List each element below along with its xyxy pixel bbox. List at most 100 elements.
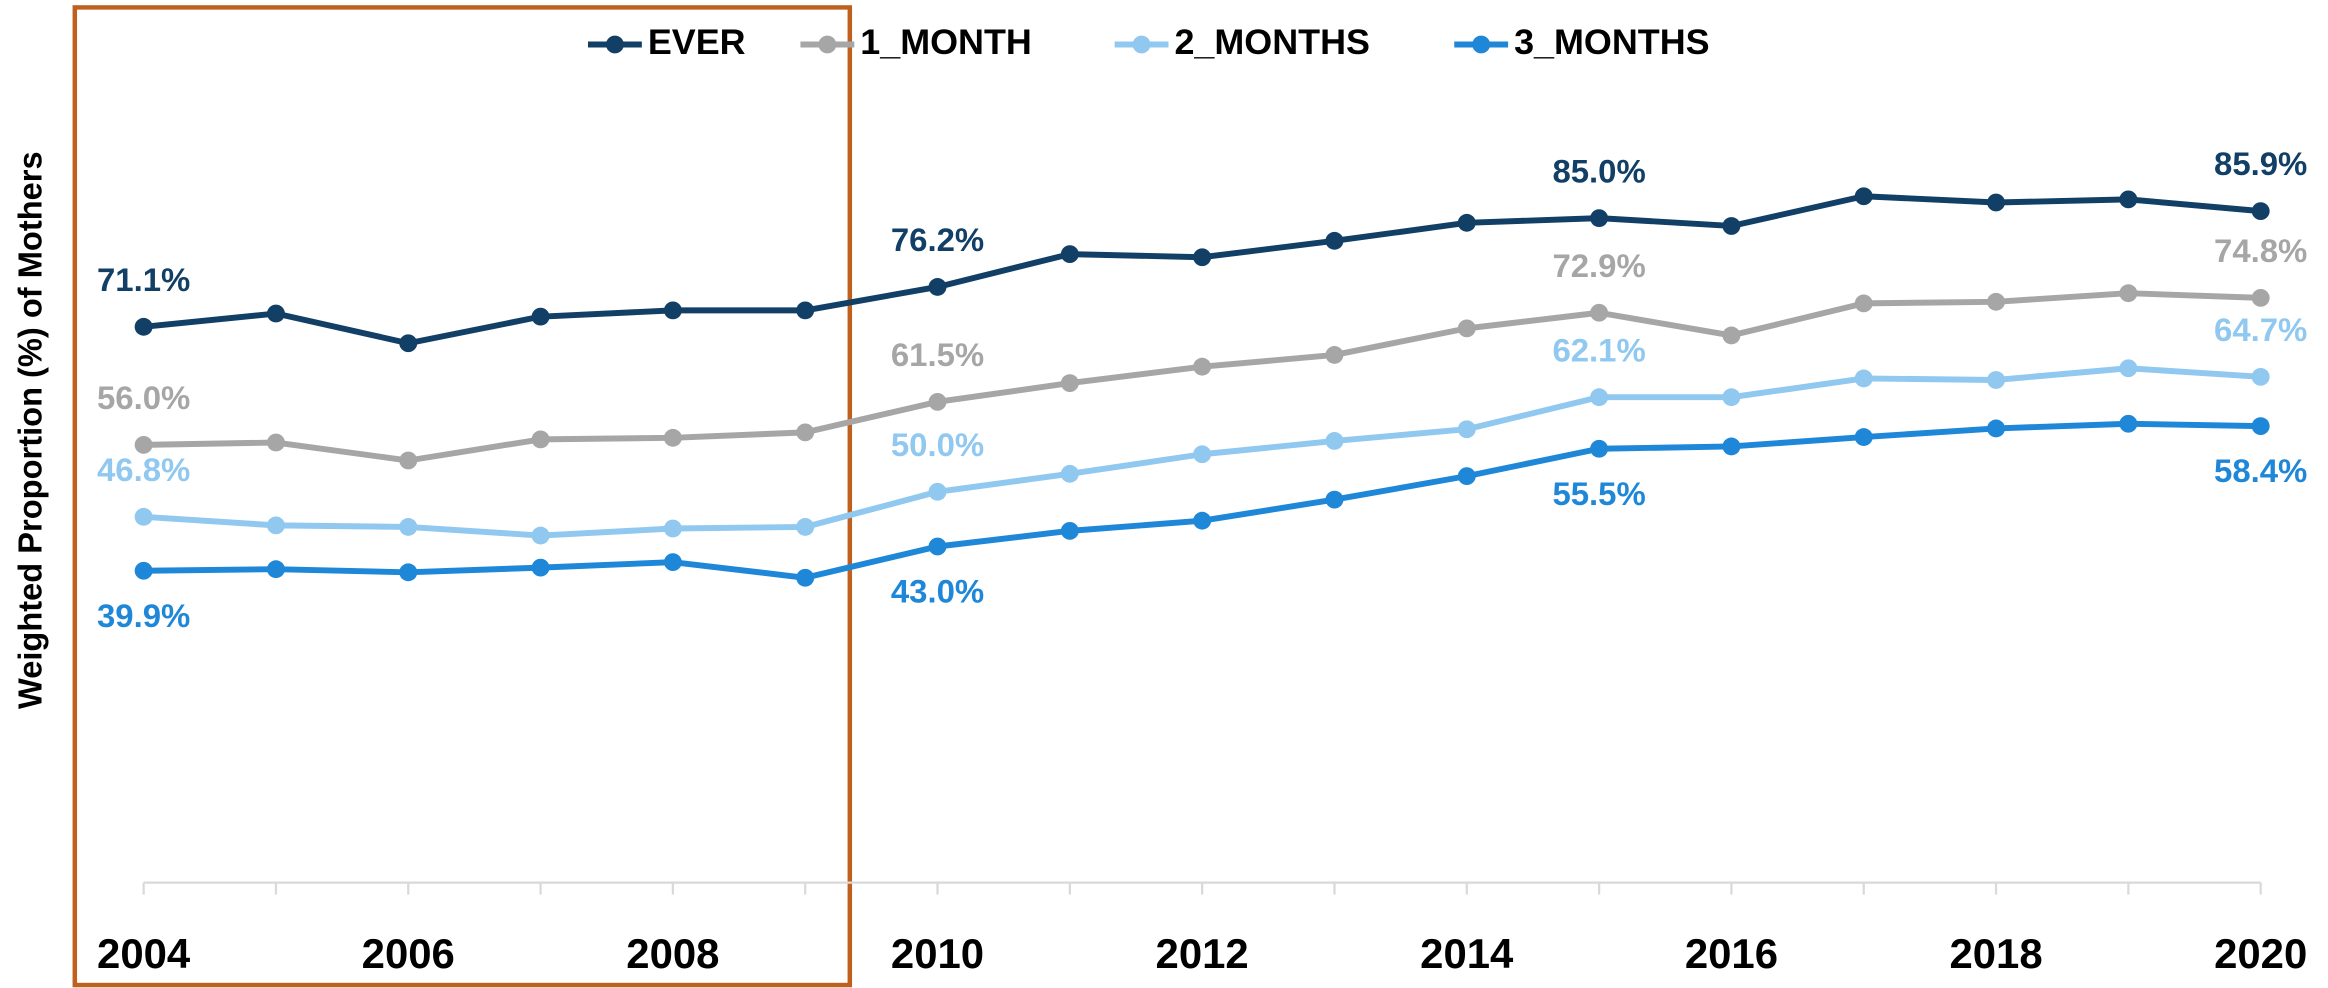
data-label: 39.9%: [97, 597, 190, 634]
data-point: [1325, 231, 1344, 250]
data-label: 62.1%: [1552, 331, 1645, 368]
data-point: [134, 435, 153, 454]
data-point: [2119, 190, 2138, 209]
data-label: 74.8%: [2214, 232, 2307, 269]
data-point: [796, 423, 815, 442]
data-point: [1193, 248, 1212, 267]
data-point: [1722, 326, 1741, 345]
data-point: [1060, 374, 1079, 393]
data-point: [1193, 511, 1212, 530]
data-point: [1590, 209, 1609, 228]
data-label: 43.0%: [891, 573, 984, 610]
legend-label: EVER: [648, 22, 746, 62]
legend-marker: [1132, 35, 1151, 54]
data-point: [663, 519, 682, 538]
data-point: [1325, 346, 1344, 364]
data-point: [663, 553, 682, 572]
data-point: [2119, 414, 2138, 433]
legend-label: 3_MONTHS: [1514, 22, 1709, 62]
data-point: [1722, 217, 1741, 235]
data-point: [1325, 490, 1344, 509]
legend-label: 2_MONTHS: [1174, 22, 1369, 62]
legend-marker: [1472, 35, 1491, 54]
data-point: [1854, 428, 1873, 446]
data-point: [796, 568, 815, 587]
data-point: [2119, 284, 2138, 303]
data-point: [2119, 359, 2138, 378]
data-point: [266, 516, 285, 535]
data-label: 50.0%: [891, 426, 984, 463]
data-point: [531, 430, 550, 449]
data-label: 71.1%: [97, 261, 190, 298]
data-point: [1457, 420, 1476, 439]
data-point: [1060, 521, 1079, 540]
data-point: [266, 433, 285, 452]
data-point: [1457, 467, 1476, 486]
data-point: [531, 526, 550, 545]
data-point: [2251, 288, 2270, 307]
data-point: [928, 537, 947, 556]
data-point: [928, 482, 947, 501]
data-point: [1722, 437, 1741, 456]
data-label: 72.9%: [1552, 247, 1645, 284]
x-tick-label: 2008: [626, 930, 719, 977]
data-point: [1854, 187, 1873, 206]
data-label: 64.7%: [2214, 311, 2307, 348]
legend-marker: [605, 35, 624, 54]
data-point: [1590, 388, 1609, 407]
data-point: [134, 561, 153, 580]
x-tick-label: 2014: [1420, 930, 1513, 977]
data-point: [1457, 319, 1476, 338]
data-label: 85.0%: [1552, 152, 1645, 189]
data-point: [663, 428, 682, 447]
data-point: [2251, 202, 2270, 221]
data-label: 46.8%: [97, 451, 190, 488]
legend-marker: [818, 35, 837, 54]
data-point: [134, 317, 153, 336]
data-point: [1722, 388, 1741, 407]
data-point: [1457, 213, 1476, 232]
data-point: [266, 304, 285, 323]
data-point: [928, 278, 947, 296]
y-axis-label: Weighted Proportion (%) of Mothers: [11, 151, 48, 709]
data-label: 61.5%: [891, 336, 984, 373]
data-point: [796, 301, 815, 320]
data-point: [531, 307, 550, 326]
data-point: [1987, 371, 2006, 389]
data-label: 55.5%: [1552, 475, 1645, 512]
data-point: [1590, 439, 1609, 458]
x-tick-label: 2006: [362, 930, 455, 977]
x-tick-label: 2020: [2214, 930, 2307, 977]
data-point: [1590, 303, 1609, 322]
data-point: [1987, 292, 2006, 311]
x-tick-label: 2016: [1685, 930, 1778, 977]
highlight-box: [72, 5, 853, 988]
x-tick-label: 2010: [891, 930, 984, 977]
data-point: [1193, 445, 1212, 464]
x-tick-label: 2018: [1949, 930, 2042, 977]
data-point: [1060, 464, 1079, 483]
data-label: 56.0%: [97, 379, 190, 416]
data-label: 58.4%: [2214, 452, 2307, 489]
data-point: [2251, 417, 2270, 436]
data-point: [1854, 369, 1873, 388]
data-point: [399, 563, 418, 582]
x-tick-label: 2012: [1156, 930, 1249, 977]
data-point: [266, 560, 285, 579]
data-point: [1325, 432, 1344, 450]
data-point: [531, 558, 550, 577]
data-point: [2251, 367, 2270, 386]
x-tick-label: 2004: [97, 930, 190, 977]
data-point: [663, 301, 682, 320]
series-line: [143, 193, 2261, 347]
data-label: 85.9%: [2214, 145, 2307, 182]
data-point: [796, 518, 815, 536]
data-label: 76.2%: [891, 221, 984, 258]
data-point: [1987, 193, 2006, 212]
data-point: [134, 507, 153, 526]
legend-label: 1_MONTH: [860, 22, 1032, 62]
data-point: [1987, 419, 2006, 438]
data-point: [1060, 245, 1079, 264]
